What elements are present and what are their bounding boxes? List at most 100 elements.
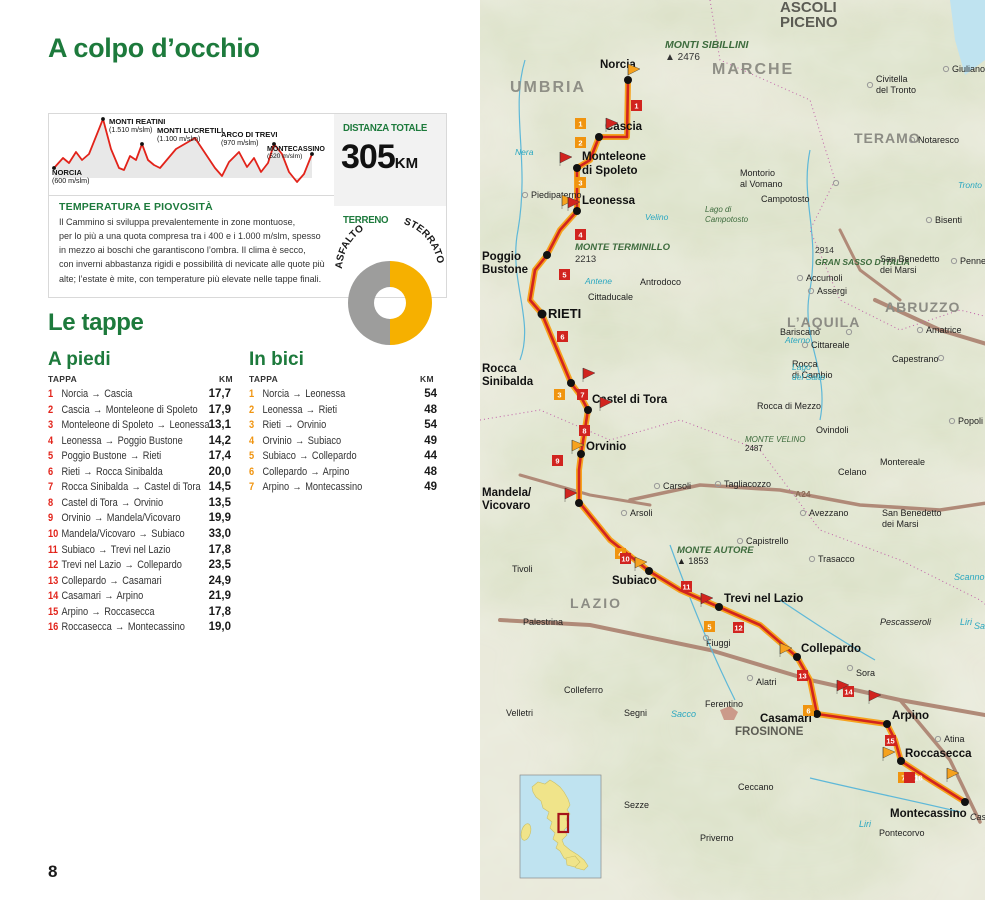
svg-text:del Tronto: del Tronto [876,85,916,95]
svg-text:Lago: Lago [792,362,811,372]
svg-text:11: 11 [683,583,691,592]
svg-text:ABRUZZO: ABRUZZO [885,299,960,315]
svg-text:LAZIO: LAZIO [570,595,622,611]
svg-text:7: 7 [580,391,584,400]
svg-text:16: 16 [914,774,922,783]
svg-text:Bisenti: Bisenti [935,215,962,225]
svg-text:Carsoli: Carsoli [663,481,691,491]
svg-text:dei Marsi: dei Marsi [880,265,917,275]
svg-text:Capestrano: Capestrano [892,354,939,364]
svg-text:San Benedetto: San Benedetto [880,254,940,264]
svg-text:MARCHE: MARCHE [712,61,794,78]
svg-text:2487: 2487 [745,444,763,453]
svg-text:Montorio: Montorio [740,168,775,178]
svg-text:UMBRIA: UMBRIA [510,79,586,96]
svg-text:Sangro: Sangro [974,621,985,631]
svg-text:di Spoleto: di Spoleto [582,165,638,177]
svg-text:Colleferro: Colleferro [564,685,603,695]
svg-text:Sinibalda: Sinibalda [482,376,534,388]
svg-text:1: 1 [578,120,582,129]
svg-text:STERRATO: STERRATO [402,216,445,264]
svg-text:Civitella: Civitella [876,74,908,84]
svg-text:Ferentino: Ferentino [705,699,743,709]
svg-text:Cassino: Cassino [970,812,985,822]
svg-text:3: 3 [578,179,582,188]
svg-text:2914: 2914 [815,245,834,255]
svg-text:Vicovaro: Vicovaro [482,500,530,512]
svg-text:Fiuggi: Fiuggi [706,638,731,648]
svg-text:15: 15 [886,737,894,746]
svg-text:Sezze: Sezze [624,800,649,810]
svg-text:3: 3 [557,391,561,400]
svg-text:Cittareale: Cittareale [811,340,850,350]
svg-text:14: 14 [844,688,853,697]
svg-text:▲ 2476: ▲ 2476 [665,52,700,63]
svg-text:Scanno: Scanno [954,572,985,582]
svg-text:Celano: Celano [838,467,867,477]
svg-text:Atina: Atina [944,734,965,744]
svg-text:Velletri: Velletri [506,708,533,718]
svg-text:2: 2 [578,139,582,148]
svg-text:ASFALTO: ASFALTO [334,223,366,269]
svg-text:del Salto: del Salto [792,372,825,382]
svg-text:Ovindoli: Ovindoli [816,425,849,435]
svg-text:Liri: Liri [960,617,973,627]
svg-text:Priverno: Priverno [700,833,734,843]
svg-text:9: 9 [555,457,559,466]
svg-text:1: 1 [634,102,638,111]
svg-text:Pescasseroli: Pescasseroli [880,617,932,627]
svg-text:Rocca: Rocca [482,363,517,375]
svg-text:Amatrice: Amatrice [926,325,962,335]
svg-text:FROSINONE: FROSINONE [735,726,804,738]
svg-text:Aterno: Aterno [784,335,810,345]
svg-text:Notaresco: Notaresco [918,135,959,145]
svg-text:Campotosto: Campotosto [761,194,810,204]
svg-text:Tronto: Tronto [958,180,982,190]
svg-text:Orvinio: Orvinio [586,441,626,453]
svg-text:Palestrina: Palestrina [523,617,563,627]
svg-text:Mandela/: Mandela/ [482,487,532,499]
svg-text:Segni: Segni [624,708,647,718]
svg-text:Liri: Liri [859,819,872,829]
svg-text:Leonessa: Leonessa [582,195,636,207]
svg-text:Tagliacozzo: Tagliacozzo [724,479,771,489]
svg-text:al Vomano: al Vomano [740,179,783,189]
svg-text:Avezzano: Avezzano [809,508,848,518]
svg-text:Piedipaterno: Piedipaterno [531,190,582,200]
svg-text:Alatri: Alatri [756,677,777,687]
svg-text:Nera: Nera [515,147,534,157]
svg-text:Ceccano: Ceccano [738,782,774,792]
svg-text:Trevi nel Lazio: Trevi nel Lazio [724,593,803,605]
svg-text:Antrodoco: Antrodoco [640,277,681,287]
svg-text:A24: A24 [795,489,811,499]
svg-text:MONTE AUTORE: MONTE AUTORE [677,545,754,556]
svg-text:Sacco: Sacco [671,709,696,719]
svg-text:Penne: Penne [960,256,985,266]
svg-text:Trasacco: Trasacco [818,554,855,564]
svg-text:San Benedetto: San Benedetto [882,508,942,518]
svg-text:Cittaducale: Cittaducale [588,292,633,302]
svg-text:6: 6 [560,333,564,342]
svg-text:▲ 1853: ▲ 1853 [677,556,708,566]
svg-text:Arpino: Arpino [892,710,929,722]
svg-text:Pontecorvo: Pontecorvo [879,828,925,838]
svg-text:Popoli: Popoli [958,416,983,426]
svg-text:RIETI: RIETI [548,306,581,321]
svg-text:Roccasecca: Roccasecca [905,748,972,760]
svg-text:8: 8 [582,427,586,436]
svg-text:Monteleone: Monteleone [582,151,646,163]
svg-text:MONTE TERMINILLO: MONTE TERMINILLO [575,242,671,253]
svg-text:Giulianova: Giulianova [952,64,985,74]
svg-text:Antene: Antene [584,276,612,286]
svg-text:Assergi: Assergi [817,286,847,296]
svg-text:Poggio: Poggio [482,251,521,263]
svg-text:Rocca di Mezzo: Rocca di Mezzo [757,401,821,411]
svg-text:5: 5 [562,271,566,280]
svg-text:Bustone: Bustone [482,264,528,276]
svg-text:10: 10 [621,555,629,564]
svg-text:Sora: Sora [856,668,875,678]
svg-text:Accumoli: Accumoli [806,273,843,283]
svg-text:Montecassino: Montecassino [890,808,967,820]
svg-text:12: 12 [734,624,742,633]
svg-text:Tivoli: Tivoli [512,564,533,574]
